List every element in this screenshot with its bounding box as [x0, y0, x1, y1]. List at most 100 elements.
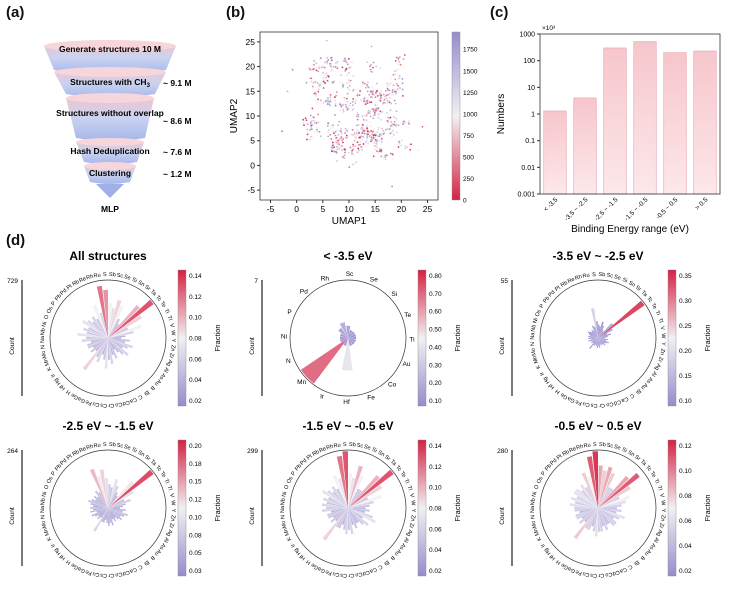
element-label: P [290, 470, 297, 477]
scatter-point [395, 83, 398, 85]
scatter-point [357, 147, 360, 150]
polar-outer-ring [539, 279, 657, 397]
colorbar-tick-label: 0.06 [189, 356, 202, 363]
scatter-point [347, 81, 350, 84]
polar-chart-title: < -3.5 eV [323, 249, 372, 263]
element-label: W [659, 500, 666, 507]
element-label: Rh [86, 274, 94, 282]
scatter-point [393, 88, 395, 91]
element-label: Sb [109, 442, 116, 448]
wedge [598, 466, 613, 508]
scatter-point [365, 137, 368, 139]
element-label: Nb [40, 498, 47, 506]
wedge [108, 487, 113, 508]
colorbar-tick-label: 0.15 [189, 479, 202, 486]
scatter-point [356, 124, 358, 127]
scatter-point [366, 90, 369, 93]
scatter-point [331, 81, 334, 83]
scatter-point [312, 81, 315, 84]
element-label: Pd [299, 458, 308, 467]
wedge [591, 508, 598, 527]
scatter-point [356, 93, 359, 96]
polar-chart-title: -2.5 eV ~ -1.5 eV [62, 419, 153, 433]
x-tick-label: 5 [320, 204, 325, 214]
scatter-point [378, 133, 381, 136]
element-label: S [593, 442, 597, 448]
element-label: S [592, 272, 596, 278]
element-label: Ir [50, 372, 57, 378]
element-label: Sb [599, 442, 606, 448]
element-label: Cr [348, 572, 354, 578]
wedge [598, 324, 600, 338]
element-label: Mn [43, 357, 51, 366]
wedge [598, 465, 603, 508]
scatter-point [317, 113, 319, 116]
element-label: Au [153, 548, 162, 557]
colorbar-tick-label: 0.60 [429, 309, 442, 316]
element-label: Ir [320, 394, 325, 401]
colorbar-label: Cluster [489, 101, 490, 131]
element-label: Hf [343, 399, 350, 406]
scatter-point [315, 69, 318, 72]
wedge [105, 478, 108, 508]
scatter-point [375, 107, 378, 109]
element-label: Nb [530, 498, 537, 506]
wedge [598, 338, 605, 344]
scatter-point [348, 89, 351, 91]
wedge [598, 504, 622, 508]
scatter-point [334, 96, 336, 98]
scatter-point [361, 149, 363, 151]
scatter-point [344, 132, 347, 134]
element-label: Mo [530, 347, 537, 356]
wedge [108, 307, 116, 338]
scatter-point [403, 54, 406, 56]
scatter-point [331, 127, 334, 129]
scatter-point [352, 134, 354, 136]
scatter-point [367, 97, 369, 100]
element-label: As [158, 542, 167, 551]
scatter-point [382, 93, 385, 96]
wedge [348, 330, 353, 338]
element-label: V [658, 493, 665, 498]
scatter-point [365, 100, 368, 103]
wedge [103, 338, 108, 360]
scatter-point [351, 129, 354, 131]
scatter-point [345, 136, 348, 139]
wedge [598, 508, 620, 520]
element-label: Pd [300, 289, 308, 296]
scatter-point [321, 77, 324, 80]
wedge [348, 338, 355, 345]
scatter-point [310, 123, 313, 126]
wedge [108, 305, 124, 338]
scatter-point [391, 135, 393, 138]
scatter-point [363, 82, 366, 85]
element-label: Rb [561, 449, 570, 458]
element-label: Sr [143, 284, 151, 292]
scatter-point [402, 58, 405, 60]
scatter-point [389, 131, 392, 134]
wedge [340, 338, 348, 343]
wedge [339, 336, 348, 340]
element-label: Si [621, 447, 628, 454]
element-label: Sc [356, 443, 364, 450]
scatter-point [377, 150, 380, 153]
scatter-point [334, 114, 336, 116]
element-label: Te [404, 312, 411, 319]
scatter-point [374, 137, 377, 140]
colorbar-tick-label: 250 [463, 176, 474, 183]
element-label: Sb [349, 442, 356, 448]
element-label: Na [280, 505, 286, 513]
wedge [348, 473, 353, 508]
element-label: Rh [321, 275, 330, 282]
wedge [348, 508, 363, 519]
polar-wedges [321, 451, 394, 541]
element-label: Rb [71, 449, 80, 458]
scatter-point [370, 63, 372, 66]
element-label: Ni [41, 321, 48, 327]
wedge [338, 327, 348, 338]
scatter-point [346, 63, 349, 66]
element-label: Ru [93, 272, 101, 279]
element-label: Y [410, 509, 416, 513]
scatter-point [324, 100, 327, 103]
scatter-point [358, 149, 360, 152]
